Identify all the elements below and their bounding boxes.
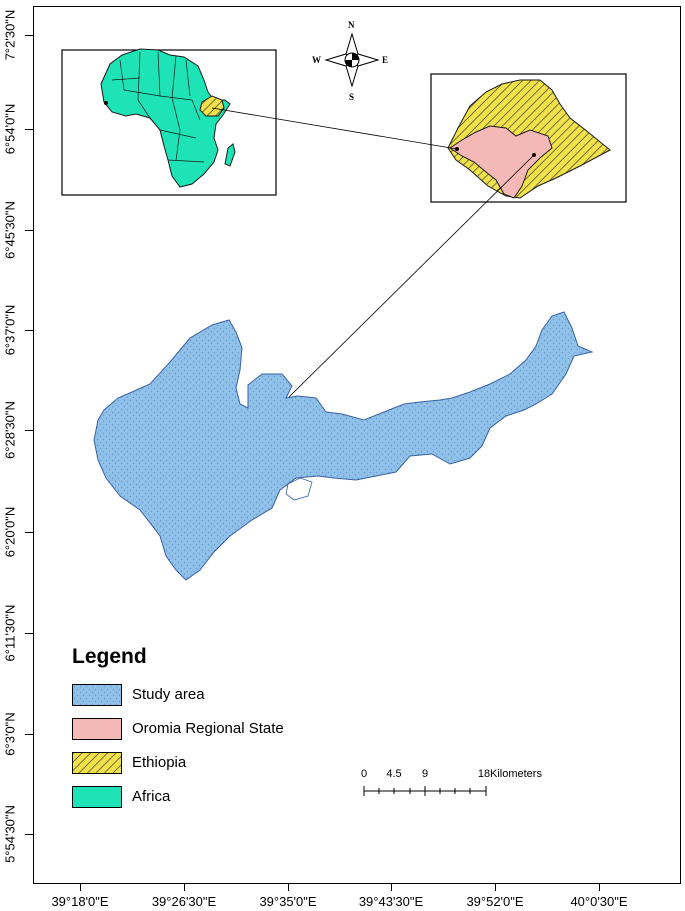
scale-label: 4.5 xyxy=(386,768,402,780)
legend-title: Legend xyxy=(72,645,147,668)
scale-unit-label: Kilometers xyxy=(490,768,542,780)
y-tick xyxy=(25,532,33,533)
x-tick xyxy=(288,884,289,891)
connector-line xyxy=(211,107,458,150)
africa-swatch-icon xyxy=(72,786,122,808)
compass-north-label: N xyxy=(348,20,355,30)
x-axis-label: 39°52'0"E xyxy=(466,894,524,909)
y-tick xyxy=(25,633,33,634)
compass-east-label: E xyxy=(382,55,389,65)
y-tick xyxy=(25,834,33,835)
north-arrow-icon xyxy=(324,32,380,88)
x-axis-label: 39°35'0"E xyxy=(259,894,317,909)
compass-west-label: W xyxy=(312,55,321,65)
scale-label: 0 xyxy=(360,768,368,780)
y-tick xyxy=(25,330,33,331)
madagascar-shape xyxy=(224,143,236,167)
y-tick xyxy=(25,35,33,36)
x-tick xyxy=(184,884,185,891)
x-axis-label: 39°18'0"E xyxy=(51,894,109,909)
x-tick xyxy=(599,884,600,891)
y-tick xyxy=(25,230,33,231)
x-axis-label: 40°0'30"E xyxy=(570,894,628,909)
study-area-lake xyxy=(285,477,313,501)
scale-label: 9 xyxy=(421,768,429,780)
connector-line xyxy=(288,154,535,398)
study-area-shape xyxy=(93,311,594,581)
oromia-shape xyxy=(449,125,553,199)
legend-label: Africa xyxy=(132,788,171,805)
scale-label: 18 xyxy=(477,768,491,780)
x-axis-label: 39°43'30"E xyxy=(358,894,424,909)
legend-label: Oromia Regional State xyxy=(132,720,284,737)
ethiopia-swatch-icon xyxy=(72,752,122,774)
x-tick xyxy=(495,884,496,891)
legend-label: Ethiopia xyxy=(132,754,187,771)
x-tick xyxy=(391,884,392,891)
x-axis-label: 39°26'30"E xyxy=(151,894,217,909)
y-tick xyxy=(25,734,33,735)
oromia-swatch-icon xyxy=(72,718,122,740)
y-tick xyxy=(25,129,33,130)
y-tick xyxy=(25,430,33,431)
africa-country-borders xyxy=(111,51,205,163)
x-tick xyxy=(80,884,81,891)
africa-marker xyxy=(104,101,108,105)
scale-bar xyxy=(363,786,487,796)
compass-south-label: S xyxy=(349,92,355,102)
study-area-swatch-icon xyxy=(72,684,122,706)
map-frame xyxy=(33,6,681,884)
legend-label: Study area xyxy=(132,686,205,703)
ethiopia-in-africa xyxy=(199,95,225,117)
